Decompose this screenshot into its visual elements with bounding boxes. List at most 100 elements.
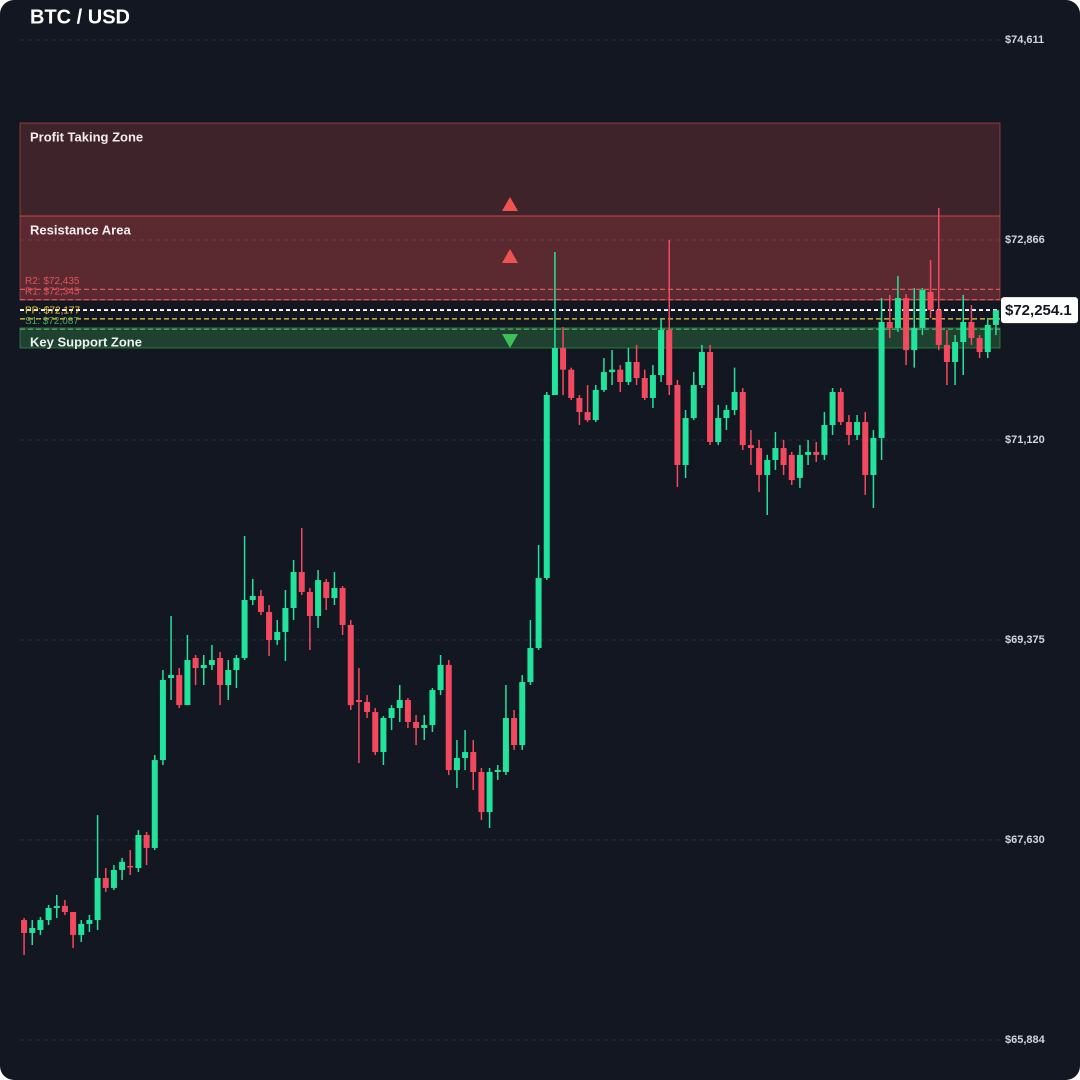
candle-body: [633, 361, 640, 379]
candle-body: [870, 437, 877, 475]
candle-body: [960, 321, 967, 343]
candle-body: [274, 631, 281, 640]
candle-body: [176, 675, 183, 706]
candle-body: [282, 608, 289, 632]
candle-body: [184, 660, 191, 706]
candle-body: [649, 375, 656, 398]
candle-body: [821, 425, 828, 455]
candle-body: [617, 369, 624, 383]
candles-layer: [21, 207, 999, 955]
candle-body: [380, 718, 387, 753]
candle-body: [551, 348, 558, 395]
current-price-label: $72,254.1: [1005, 302, 1072, 319]
candle-body: [110, 869, 117, 888]
candle-body: [217, 657, 224, 686]
candle-body: [739, 392, 746, 446]
candle-body: [543, 394, 550, 578]
candle-body: [486, 771, 493, 812]
candle-body: [37, 920, 44, 930]
candle-body: [845, 422, 852, 435]
candle-body: [339, 587, 346, 625]
current-price-box: [1001, 297, 1078, 324]
candle-body: [805, 451, 812, 455]
candle-body: [355, 700, 362, 702]
pivot-label: S1: $72,087: [25, 316, 79, 327]
candle-body: [894, 298, 901, 328]
labels-layer: $65,884 $67,630 $69,375 $71,120 $72,866 $74,6…: [25, 34, 1078, 1046]
candle-body: [715, 418, 722, 442]
candle-body: [576, 397, 583, 413]
candle-body: [396, 700, 403, 709]
y-tick-label: $74,611: [1005, 34, 1044, 46]
candle-body: [241, 599, 248, 658]
candle-body: [968, 321, 975, 339]
y-tick-label: $65,884: [1005, 1034, 1046, 1046]
candle-body: [437, 664, 444, 691]
candle-body: [331, 587, 338, 599]
zone-markers: [502, 197, 518, 348]
candle-body: [94, 877, 101, 921]
candle-body: [453, 758, 460, 771]
candle-body: [829, 392, 836, 426]
candle-body: [911, 327, 918, 351]
candle-body: [119, 861, 126, 870]
candle-body: [462, 752, 469, 759]
candle-body: [266, 612, 273, 640]
candle-body: [527, 647, 534, 683]
candle-body: [421, 725, 428, 728]
candle-body: [413, 722, 420, 728]
candle-body: [249, 595, 256, 600]
candle-body: [658, 330, 665, 376]
candle-body: [61, 905, 68, 913]
candle-body: [666, 330, 673, 386]
candle-body: [943, 344, 950, 362]
candle-body: [813, 451, 820, 455]
candle-body: [404, 700, 411, 723]
candle-body: [780, 448, 787, 466]
candle-body: [625, 361, 632, 383]
candle-body: [45, 907, 52, 921]
candle-body: [796, 454, 803, 478]
up-arrow-marker: [502, 197, 518, 211]
candle-body: [347, 624, 354, 706]
grid-layer: [20, 39, 1000, 1041]
up-arrow-marker: [502, 249, 518, 263]
pivot-label: R2: $72,435: [25, 276, 80, 287]
pivot-label: R1: $72,345: [25, 286, 80, 297]
candle-body: [764, 459, 771, 475]
candle-body: [429, 690, 436, 726]
pivot-label: PP: $72,177: [25, 306, 80, 317]
candle-body: [862, 422, 869, 475]
candle-body: [21, 920, 28, 933]
candle-body: [511, 718, 518, 746]
candle-body: [560, 348, 567, 370]
candle-body: [78, 923, 85, 935]
candle-body: [478, 771, 485, 812]
candle-body: [976, 338, 983, 353]
candle-body: [200, 664, 207, 669]
candle-body: [102, 877, 109, 888]
candle-body: [225, 669, 232, 686]
candle-body: [698, 352, 705, 386]
zone-label: Resistance Area: [30, 222, 131, 237]
candle-body: [886, 321, 893, 328]
candle-body: [674, 385, 681, 466]
candle-body: [306, 591, 313, 617]
candle-body: [854, 422, 861, 435]
candle-body: [935, 310, 942, 345]
candle-body: [535, 577, 542, 648]
candle-body: [903, 298, 910, 351]
candle-body: [519, 682, 526, 746]
candle-body: [919, 290, 926, 328]
candle-body: [584, 412, 591, 421]
candle-body: [86, 920, 93, 924]
candle-body: [233, 657, 240, 670]
candle-body: [952, 342, 959, 362]
candle-body: [53, 905, 60, 908]
lines-layer: [20, 288, 1000, 330]
candle-body: [600, 372, 607, 390]
candle-body: [707, 352, 714, 442]
candle-body: [298, 572, 305, 592]
